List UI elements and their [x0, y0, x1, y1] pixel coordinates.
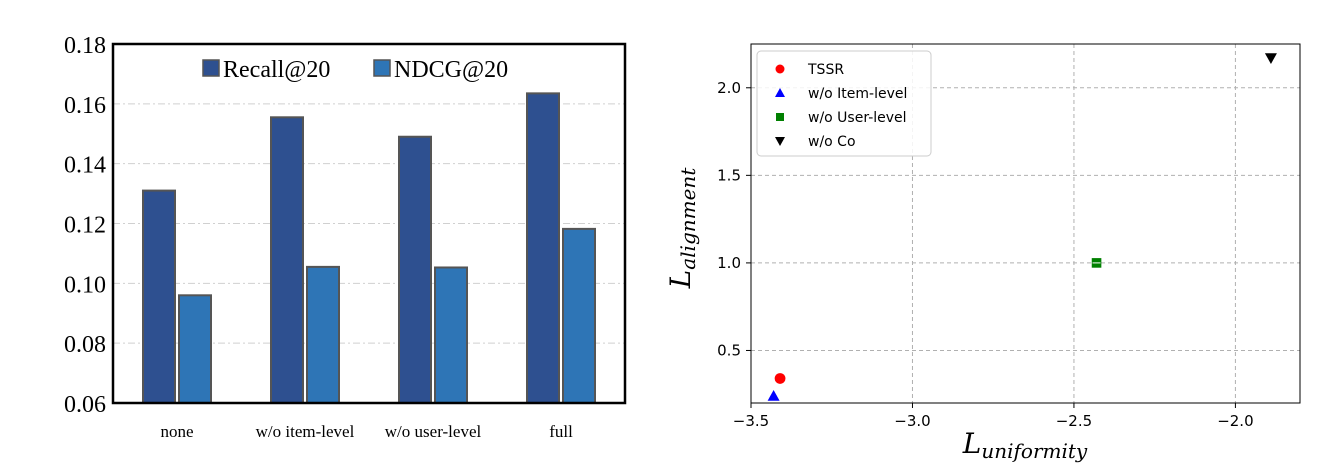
y-tick-label: 0.16: [64, 93, 106, 119]
bar-recall-20-2: [270, 116, 304, 404]
x-axis-label: Luniformity: [962, 427, 1088, 463]
bar-chart: 0.06 0.08 0.10 0.12 0.14 0.16 0.18 none w/o item…: [64, 33, 627, 441]
x-tick-label: none: [160, 422, 193, 441]
bar-ndcg-20-2: [306, 265, 340, 405]
y-tick-label: 0.5: [717, 341, 741, 359]
legend-label: TSSR: [807, 62, 844, 78]
y-tick-label: 0.14: [64, 153, 106, 179]
y-axis-label: Lalignment: [664, 167, 700, 290]
y-tick-label: 0.18: [64, 33, 106, 59]
legend-marker: [776, 113, 784, 121]
bar-ndcg-20-4: [562, 227, 596, 404]
bar-recall-20-4: [526, 92, 560, 405]
x-tick-label: full: [549, 422, 573, 441]
legend-label: NDCG@20: [394, 57, 508, 83]
x-tick-label: w/o user-level: [385, 422, 482, 441]
y-tick-label: 2.0: [717, 79, 741, 97]
legend-marker: [775, 137, 785, 146]
scatter-chart: −3.5 −3.0 −2.5 −2.0 0.5 1.0 1.5 2.0 TSSR w/o Item…: [664, 43, 1301, 463]
bar-recall-20-1: [142, 189, 176, 404]
x-tick-label: −3.5: [733, 412, 769, 430]
legend-box: [756, 50, 932, 157]
legend-label: Recall@20: [223, 57, 330, 83]
legend-marker: [775, 64, 785, 74]
x-axis-label-base: L: [962, 427, 982, 460]
y-tick-label: 0.08: [64, 332, 106, 358]
y-tick-label: 1.5: [717, 166, 741, 184]
plot-frame: [111, 42, 627, 405]
bar-ndcg-20-3: [434, 266, 468, 405]
x-tick-label: −2.5: [1056, 412, 1092, 430]
x-tick-label: −3.0: [894, 412, 930, 430]
bar-ndcg-20-1: [178, 294, 212, 404]
point-tssr: [774, 373, 786, 384]
y-tick-label: 0.10: [64, 272, 106, 298]
legend-swatch: [202, 59, 220, 77]
y-tick-label: 0.06: [64, 392, 106, 418]
point-w-o-item-level: [767, 389, 780, 401]
legend-swatch: [373, 59, 391, 77]
legend-label: w/o Item-level: [808, 86, 907, 102]
y-tick-label: 1.0: [717, 254, 741, 272]
y-tick-label: 0.12: [64, 213, 106, 239]
point-w-o-co: [1264, 53, 1277, 65]
bar-recall-20-3: [398, 135, 432, 404]
legend-label: w/o User-level: [808, 110, 907, 126]
x-axis-label-subscript: uniformity: [981, 439, 1088, 463]
legend-label: w/o Co: [808, 134, 856, 150]
plot-frame: [750, 43, 1301, 404]
legend-marker: [775, 88, 785, 97]
x-tick-label: w/o item-level: [256, 422, 355, 441]
y-axis-label-base: L: [664, 270, 697, 290]
y-axis-label-subscript: alignment: [676, 167, 700, 270]
x-tick-label: −2.0: [1217, 412, 1253, 430]
